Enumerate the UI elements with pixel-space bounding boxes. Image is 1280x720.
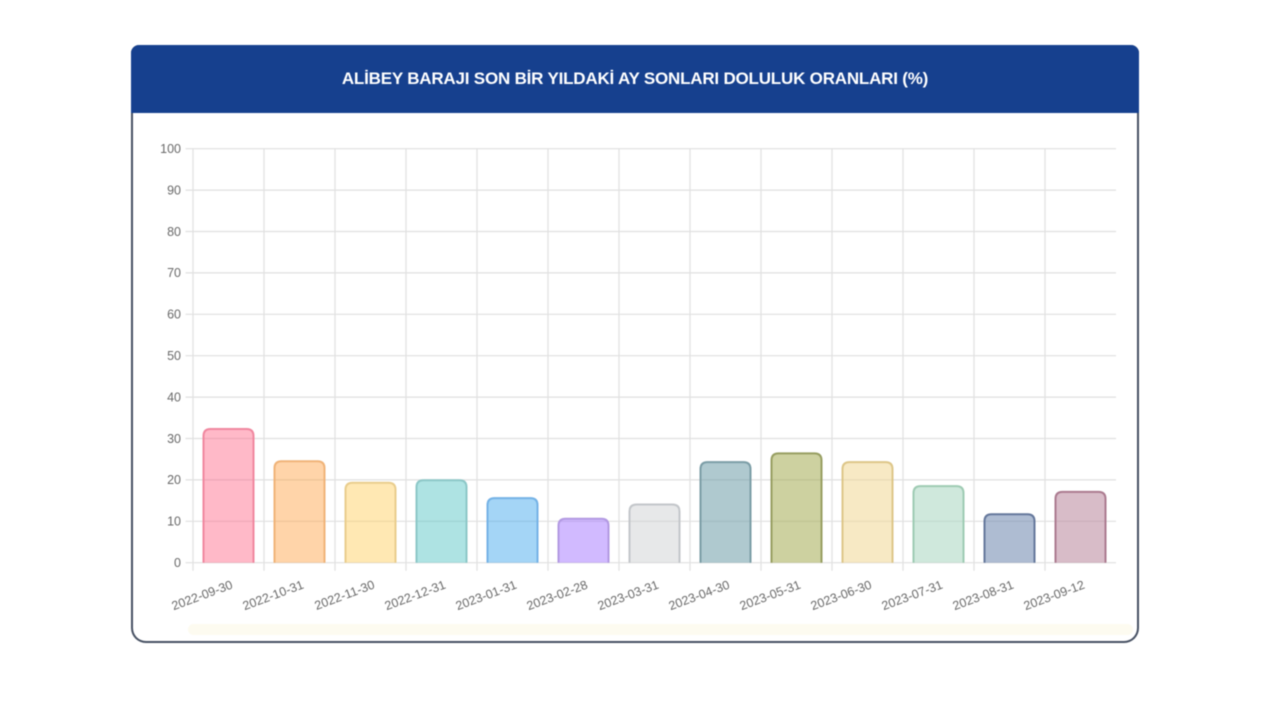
svg-text:2022-12-31: 2022-12-31 — [383, 578, 448, 614]
svg-text:10: 10 — [167, 515, 181, 529]
svg-text:2023-07-31: 2023-07-31 — [880, 578, 945, 614]
svg-text:50: 50 — [167, 349, 181, 363]
svg-text:2023-05-31: 2023-05-31 — [738, 578, 803, 614]
svg-text:2023-02-28: 2023-02-28 — [525, 578, 590, 614]
svg-text:100: 100 — [160, 142, 181, 156]
svg-text:30: 30 — [167, 432, 181, 446]
svg-text:2023-01-31: 2023-01-31 — [454, 578, 519, 614]
svg-text:2022-11-30: 2022-11-30 — [313, 578, 377, 613]
svg-text:20: 20 — [167, 473, 181, 487]
svg-text:2023-09-12: 2023-09-12 — [1022, 578, 1087, 614]
svg-text:80: 80 — [167, 225, 181, 239]
svg-text:70: 70 — [167, 266, 181, 280]
svg-text:0: 0 — [174, 556, 181, 570]
svg-text:2022-10-31: 2022-10-31 — [241, 578, 306, 614]
svg-text:2022-09-30: 2022-09-30 — [170, 578, 235, 614]
svg-text:2023-08-31: 2023-08-31 — [951, 578, 1016, 614]
svg-text:60: 60 — [167, 308, 181, 322]
svg-text:40: 40 — [167, 390, 181, 404]
svg-text:2023-06-30: 2023-06-30 — [809, 578, 874, 614]
svg-text:90: 90 — [167, 183, 181, 197]
svg-text:2023-04-30: 2023-04-30 — [667, 578, 732, 614]
svg-text:2023-03-31: 2023-03-31 — [596, 578, 661, 614]
